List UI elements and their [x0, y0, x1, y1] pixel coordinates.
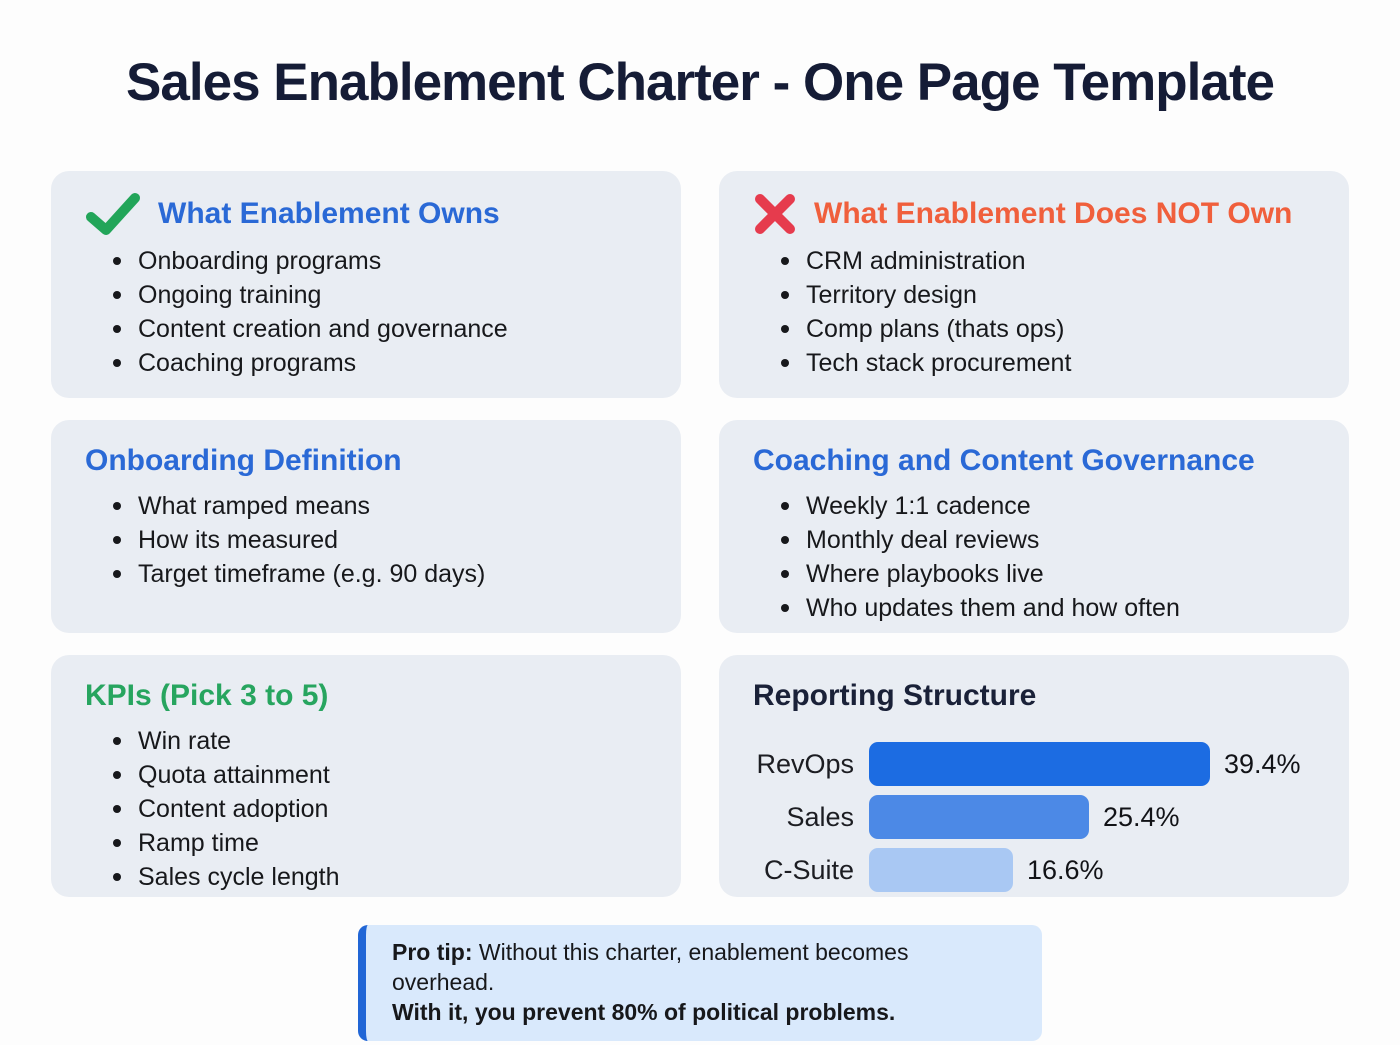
bullet-item: Win rate	[111, 724, 657, 758]
card-heading: Coaching and Content Governance	[753, 444, 1255, 477]
chart-bar-label: Sales	[786, 801, 854, 832]
card-heading-row: Onboarding Definition	[85, 441, 657, 481]
chart-bar	[869, 795, 1089, 839]
card-heading-row: Reporting Structure	[753, 676, 1325, 716]
bullet-item: Comp plans (thats ops)	[779, 312, 1325, 346]
bullet-item: Target timeframe (e.g. 90 days)	[111, 557, 657, 591]
chart-bar	[869, 848, 1013, 892]
bullet-item: Where playbooks live	[779, 557, 1325, 591]
chart-row: Sales 25.4%	[753, 795, 1325, 839]
x-icon	[755, 194, 795, 234]
card-heading: What Enablement Does NOT Own	[814, 197, 1293, 230]
pro-tip-callout: Pro tip: Without this charter, enablemen…	[358, 925, 1042, 1041]
chart-bar-label: RevOps	[756, 748, 854, 779]
bullet-item: Ramp time	[111, 826, 657, 860]
chart-bar	[869, 742, 1210, 786]
bullet-item: Ongoing training	[111, 278, 657, 312]
card-heading-row: What Enablement Does NOT Own	[753, 192, 1325, 236]
bullet-list: Win rate Quota attainment Content adoption…	[111, 724, 657, 894]
bullet-item: Coaching programs	[111, 346, 657, 380]
card-heading-row: Coaching and Content Governance	[753, 441, 1325, 481]
bullet-item: Quota attainment	[111, 758, 657, 792]
card-kpis: KPIs (Pick 3 to 5) Win rate Quota attainm…	[51, 655, 681, 897]
bullet-item: Monthly deal reviews	[779, 523, 1325, 557]
pro-tip-line1: Without this charter, enablement becomes…	[392, 939, 909, 995]
bullet-item: Who updates them and how often	[779, 591, 1325, 625]
card-heading: Reporting Structure	[753, 679, 1037, 712]
card-heading: Onboarding Definition	[85, 444, 402, 477]
bullet-item: What ramped means	[111, 489, 657, 523]
chart-bar-value: 25.4%	[1103, 801, 1180, 832]
bullet-item: Territory design	[779, 278, 1325, 312]
chart-bar-value: 16.6%	[1027, 854, 1104, 885]
chart-row: C-Suite 16.6%	[753, 848, 1325, 892]
chart-row: RevOps 39.4%	[753, 742, 1325, 786]
bullet-list: What ramped means How its measured Target …	[111, 489, 657, 591]
card-what-enablement-owns: What Enablement Owns Onboarding programs…	[51, 171, 681, 398]
reporting-chart: RevOps 39.4% Sales 25.4% C-Suite 16.6%	[753, 742, 1325, 892]
cards-grid: What Enablement Owns Onboarding programs…	[51, 171, 1349, 897]
bullet-item: Tech stack procurement	[779, 346, 1325, 380]
card-heading-row: What Enablement Owns	[85, 192, 657, 236]
page-title: Sales Enablement Charter - One Page Temp…	[126, 53, 1275, 112]
bullet-item: How its measured	[111, 523, 657, 557]
card-heading: KPIs (Pick 3 to 5)	[85, 679, 329, 712]
bullet-list: CRM administration Territory design Comp p…	[779, 244, 1325, 380]
bullet-item: Weekly 1:1 cadence	[779, 489, 1325, 523]
chart-bar-label: C-Suite	[763, 854, 854, 885]
pro-tip-label: Pro tip:	[392, 939, 473, 965]
check-icon	[86, 193, 140, 235]
bullet-item: Content creation and governance	[111, 312, 657, 346]
card-onboarding-definition: Onboarding Definition What ramped means H…	[51, 420, 681, 633]
bullet-item: Sales cycle length	[111, 860, 657, 894]
card-what-enablement-does-not-own: What Enablement Does NOT Own CRM adminis…	[719, 171, 1349, 398]
bullet-item: Onboarding programs	[111, 244, 657, 278]
bullet-item: Content adoption	[111, 792, 657, 826]
chart-bar-value: 39.4%	[1224, 748, 1301, 779]
card-reporting-structure: Reporting Structure RevOps 39.4% Sales 25.4…	[719, 655, 1349, 897]
card-heading: What Enablement Owns	[158, 197, 500, 230]
card-coaching-content-governance: Coaching and Content Governance Weekly 1…	[719, 420, 1349, 633]
bullet-item: CRM administration	[779, 244, 1325, 278]
card-heading-row: KPIs (Pick 3 to 5)	[85, 676, 657, 716]
pro-tip-line2: With it, you prevent 80% of political pr…	[392, 999, 896, 1025]
bullet-list: Onboarding programs Ongoing training Conte…	[111, 244, 657, 380]
pro-tip-text: Pro tip: Without this charter, enablemen…	[392, 937, 1016, 1027]
bullet-list: Weekly 1:1 cadence Monthly deal reviews Wh…	[779, 489, 1325, 625]
